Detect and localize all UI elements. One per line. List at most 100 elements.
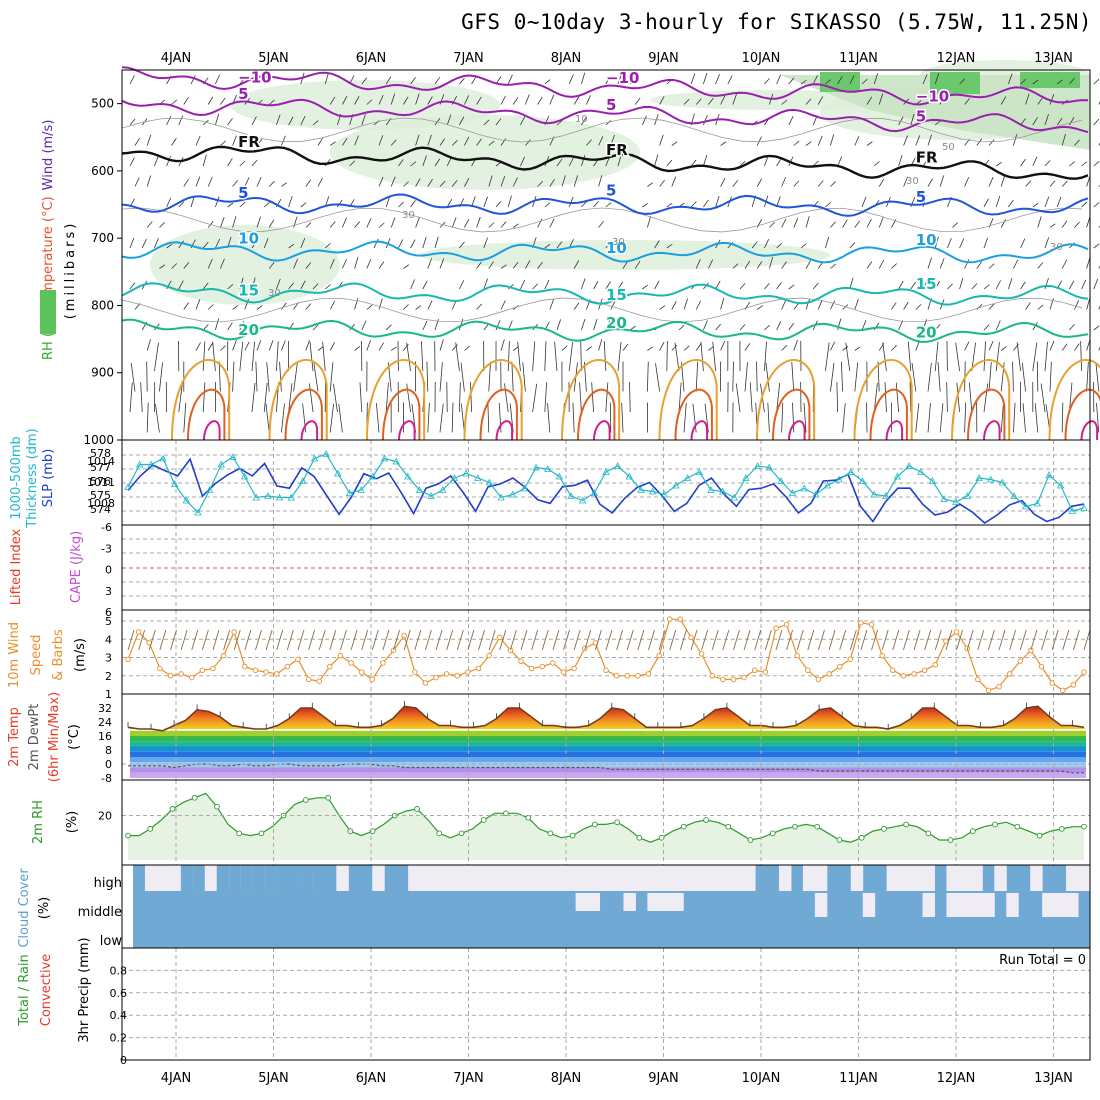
cloud-middle-clear: [970, 893, 983, 917]
wind-barb: [878, 217, 884, 228]
wind-barb: [647, 182, 654, 187]
wind-barb: [509, 629, 517, 651]
wind-barb: [410, 279, 416, 290]
wind-barb: [1061, 259, 1067, 269]
wind-barb: [764, 282, 770, 290]
rh-point: [680, 823, 687, 830]
wind-barb: [1008, 278, 1013, 290]
wind-barb: [1098, 305, 1100, 310]
wind-speed-point: [1070, 682, 1077, 688]
cloud-middle-clear: [1054, 893, 1067, 917]
wind-barb: [427, 402, 430, 433]
wind-speed-point: [539, 663, 546, 670]
wind-barb: [500, 138, 507, 146]
contour-label: 15: [238, 281, 259, 299]
wind-barb: [690, 159, 697, 167]
wind-barb: [622, 260, 629, 269]
wind-barb: [1022, 403, 1026, 433]
wind-barb: [983, 341, 986, 372]
thickness-point: [555, 472, 564, 480]
wind-barb: [421, 341, 424, 372]
wind-barb: [976, 261, 982, 269]
cloud-high-cover: [240, 865, 254, 891]
wind-barb: [922, 74, 928, 85]
wind-barb: [239, 277, 244, 290]
wind-barb: [781, 402, 784, 433]
wind-barb: [788, 322, 795, 331]
wind-barb: [1041, 629, 1048, 651]
rh-point: [258, 830, 265, 837]
wind-barb: [1074, 139, 1080, 146]
contour-label: FR: [606, 141, 628, 159]
thickness-point: [497, 493, 505, 501]
thickness-point: [730, 493, 738, 501]
contour-label: FR: [238, 133, 260, 151]
y-tick-label: 900: [91, 366, 114, 380]
wind-barb: [190, 75, 196, 85]
wind-speed-point: [507, 647, 514, 653]
cloud-middle-clear: [575, 893, 589, 911]
wind-barb: [1044, 196, 1050, 208]
wind-barb: [1013, 402, 1016, 433]
wind-barb: [159, 362, 163, 392]
boundary-layer-contour: [674, 388, 713, 441]
wind-speed-point: [762, 669, 769, 675]
cloud-high-clear: [778, 865, 792, 891]
wind-barb: [552, 629, 560, 651]
wind-barb: [1008, 199, 1014, 208]
thickness-point: [788, 489, 797, 496]
wind-barb: [674, 342, 680, 372]
rh-panel: 20 2m RH (%): [31, 779, 1091, 866]
wind-barb: [207, 342, 214, 351]
wind-barb: [1093, 161, 1100, 167]
wind-barb: [1096, 403, 1100, 433]
wind-barb: [520, 279, 526, 290]
wind-barb: [828, 629, 836, 651]
contour-label: 5: [606, 181, 616, 199]
wind-barb: [695, 259, 701, 269]
wind-barb: [507, 195, 512, 208]
wind-barb: [549, 178, 555, 187]
wind-barb: [202, 382, 206, 413]
contour-label: 10: [916, 231, 937, 249]
wind-barb: [573, 260, 580, 269]
wind-barb: [154, 238, 159, 249]
wind-barb: [678, 382, 682, 413]
rh-point: [458, 830, 465, 837]
wind-barb: [793, 140, 800, 146]
rh-shading: [420, 240, 830, 270]
rh-point: [703, 817, 709, 823]
wind-barb: [1061, 220, 1068, 228]
wind-barb: [403, 343, 409, 351]
rh-point: [569, 832, 576, 839]
thickness-point: [952, 498, 960, 505]
wind-barb: [830, 263, 836, 269]
wind-barb: [708, 259, 714, 269]
wind-barb: [322, 341, 326, 372]
wind-barb: [744, 260, 751, 269]
wind-barb: [129, 157, 135, 167]
wind-speed-point: [327, 663, 333, 670]
wind-speed-point: [815, 676, 822, 683]
boundary-layer-contour: [187, 388, 226, 441]
wind-barb: [1037, 262, 1044, 269]
wind-barb: [934, 341, 939, 372]
wind-barb: [202, 282, 209, 290]
cloud-middle-clear: [659, 893, 672, 911]
wind-barb: [971, 342, 976, 372]
rh-point: [858, 834, 865, 841]
wind-barb: [1093, 278, 1099, 290]
wind-barb: [1020, 118, 1026, 126]
thickness-point: [753, 462, 762, 469]
wind-barb: [754, 629, 762, 651]
wind-speed-point: [560, 669, 567, 675]
wind-barb: [881, 629, 889, 651]
wind-barb: [451, 402, 454, 433]
y-axis-label: SLP (mb): [41, 449, 56, 508]
wind-barb: [215, 196, 220, 208]
wind-barb: [854, 136, 860, 146]
y-axis-label: (%): [65, 811, 80, 834]
cloud-high-clear: [671, 865, 684, 891]
wind-barb: [556, 120, 563, 126]
